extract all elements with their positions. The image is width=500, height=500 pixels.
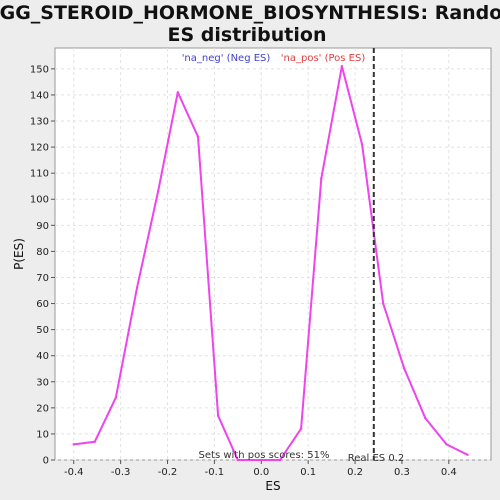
data-point [196,135,200,138]
data-point [236,458,240,462]
axes: 0 10 20 30 40 50 60 70 80 90 100 110 120 130 140 150 -0.… [30,64,457,478]
y-tick-label: 150 [30,64,49,75]
data-point [424,417,427,420]
y-tick-label: 140 [30,90,49,101]
y-tick-label: 70 [36,273,49,284]
y-tick-label: 0 [43,456,49,467]
plot-area [54,47,492,461]
data-point [381,302,385,305]
y-tick-label: 100 [30,195,49,206]
data-point [257,458,261,462]
data-point [340,65,344,68]
data-point [156,190,160,193]
data-point [466,453,469,456]
y-tick-label: 110 [30,169,49,180]
x-tick-label: -0.3 [111,467,131,478]
data-point [135,286,139,290]
y-tick-label: 120 [30,143,49,154]
data-point [72,443,75,446]
y-tick-label: 10 [36,429,49,440]
x-tick-label: 0.0 [253,467,269,478]
series-line [73,65,469,461]
data-point [216,414,220,417]
y-tick-label: 80 [36,247,49,258]
x-tick-label: -0.1 [205,467,225,478]
data-point [360,143,364,146]
data-point [114,396,118,399]
x-axis-label: ES [265,479,280,493]
y-tick-label: 60 [36,299,49,310]
legend-neg: 'na_neg' (Neg ES) [182,53,271,64]
y-tick-label: 40 [36,351,49,362]
data-point [445,443,448,446]
y-tick-label: 20 [36,403,49,414]
x-tick-label: 0.1 [300,467,316,478]
data-point [299,427,303,430]
data-point [176,91,180,94]
gridlines [55,48,491,461]
x-tick-label: 0.4 [441,467,457,478]
y-tick-label: 90 [36,221,49,232]
real-es-annotation: Real ES 0.2 [348,453,404,464]
x-tick-label: 0.2 [347,467,363,478]
pos-scores-annotation: Sets with pos scores: 51% [199,450,330,461]
x-tick-label: 0.3 [394,467,410,478]
chart-title-line1: KEGG_STEROID_HORMONE_BIOSYNTHESIS: Rando… [0,2,500,24]
chart-title-line2: ES distribution [168,24,327,46]
data-point [93,440,97,443]
legend-pos: 'na_pos' (Pos ES) [281,53,366,64]
data-point [278,458,282,462]
y-tick-label: 130 [30,117,49,128]
y-tick-label: 50 [36,325,49,336]
y-axis-label: P(ES) [12,238,26,270]
x-tick-label: -0.2 [158,467,178,478]
x-tick-label: -0.4 [64,467,84,478]
data-layer [72,48,469,462]
y-tick-label: 30 [36,377,49,388]
data-point [403,367,406,370]
data-point [320,177,323,180]
